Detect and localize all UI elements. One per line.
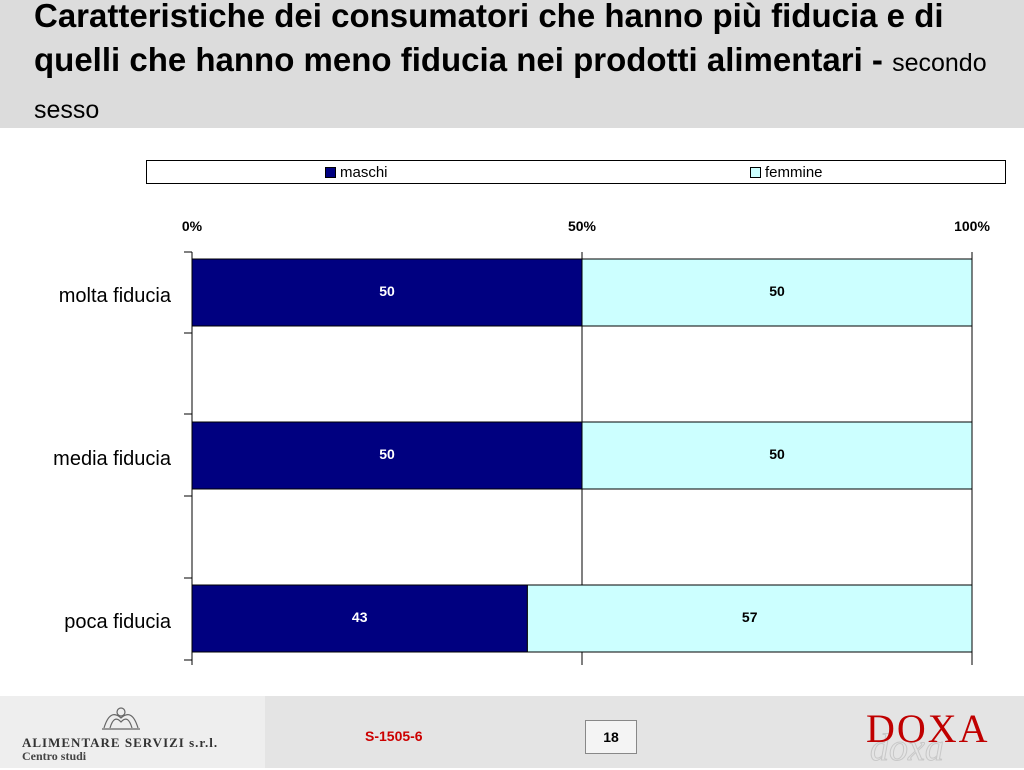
bar-maschi — [191, 258, 583, 327]
company-logo-icon — [102, 707, 140, 730]
header-band — [0, 0, 1024, 128]
bar-femmine — [581, 258, 973, 327]
brand-logo: DOXA — [866, 706, 990, 751]
data-label: 50 — [379, 446, 395, 462]
data-label: 57 — [742, 609, 758, 625]
x-tick-label: 100% — [954, 218, 990, 234]
data-label: 43 — [352, 609, 368, 625]
page-number: 18 — [585, 720, 637, 754]
category-label: poca fiducia — [64, 611, 172, 633]
data-label: 50 — [379, 283, 395, 299]
stacked-bar-chart: 0% 50% 100% 50 50 molta fiducia 50 50 media fidu… — [53, 218, 990, 665]
legend-item-femmine: femmine — [750, 164, 823, 181]
bar-femmine — [581, 421, 973, 490]
bar-maschi — [191, 584, 528, 653]
company-department: Centro studi — [22, 749, 87, 763]
legend-swatch-femmine — [750, 167, 761, 178]
legend-label-maschi: maschi — [340, 164, 388, 181]
slide-title: Caratteristiche dei consumatori che hann… — [34, 0, 994, 132]
category-label: molta fiducia — [59, 285, 172, 307]
title-subtitle: secondo sesso — [34, 49, 987, 124]
footer-company-panel — [0, 696, 265, 768]
chart-legend: maschi femmine — [146, 160, 1006, 184]
page-number-label: 18 — [603, 729, 619, 745]
bar-maschi — [191, 421, 583, 490]
brand-logo-shadow: doxa — [870, 727, 945, 770]
document-code: S-1505-6 — [365, 728, 423, 744]
bar-femmine — [526, 584, 973, 653]
legend-item-maschi: maschi — [325, 164, 388, 181]
company-name: ALIMENTARE SERVIZI s.r.l. — [22, 735, 219, 750]
legend-swatch-maschi — [325, 167, 336, 178]
data-label: 50 — [769, 446, 785, 462]
x-tick-label: 50% — [568, 218, 597, 234]
legend-label-femmine: femmine — [765, 164, 823, 181]
title-main: Caratteristiche dei consumatori che hann… — [34, 0, 944, 78]
x-tick-label: 0% — [182, 218, 203, 234]
data-label: 50 — [769, 283, 785, 299]
category-label: media fiducia — [53, 448, 172, 470]
